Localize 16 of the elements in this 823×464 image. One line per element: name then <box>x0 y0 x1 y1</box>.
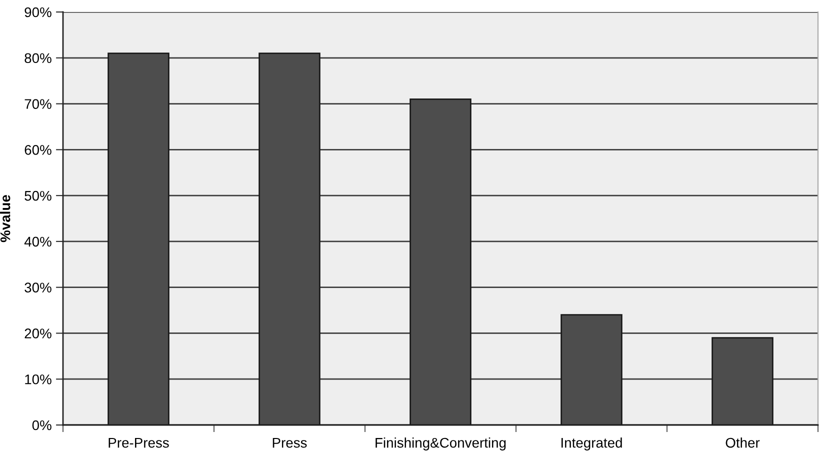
y-tick-label: 0% <box>32 420 52 430</box>
y-tick-label: 40% <box>24 236 52 247</box>
y-tick-label: 10% <box>25 374 52 384</box>
x-tick-label: Press <box>272 438 307 448</box>
y-tick-label: 80% <box>24 53 52 64</box>
x-tick-label: Other <box>726 438 760 448</box>
y-tick-label: 30% <box>24 282 52 293</box>
y-axis-title: %value <box>0 195 10 242</box>
y-tick-label: 60% <box>24 145 52 155</box>
x-tick-label: Finishing&Converting <box>376 438 506 450</box>
y-tick-label: 70% <box>24 99 52 109</box>
y-tick-label: 90% <box>24 7 52 18</box>
x-tick-label: Integrated <box>562 438 622 450</box>
x-tick-label: Pre-Press <box>108 438 169 448</box>
y-tick-label: 50% <box>24 190 52 201</box>
y-tick-label: 20% <box>24 328 52 338</box>
